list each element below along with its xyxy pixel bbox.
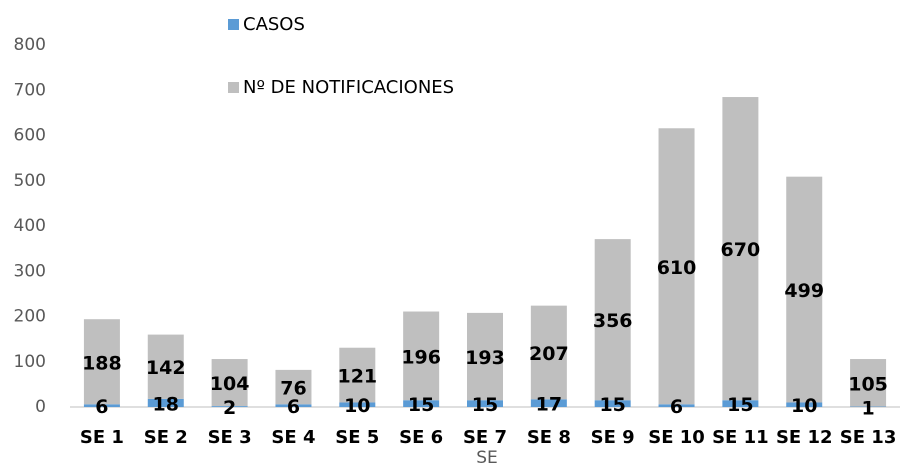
value-label: 207 xyxy=(529,343,569,365)
bar-segment xyxy=(147,398,184,407)
value-label: 104 xyxy=(210,373,250,395)
bar-segment xyxy=(83,319,120,405)
bar-segment xyxy=(594,400,631,407)
bar-segment xyxy=(467,400,503,407)
value-label: 105 xyxy=(848,373,888,395)
bar-segment xyxy=(275,369,312,405)
y-tick-label: 800 xyxy=(14,35,46,55)
x-tick-label: SE 4 xyxy=(271,427,315,448)
bar-segment xyxy=(850,359,887,407)
x-tick-label: SE 10 xyxy=(648,427,705,448)
x-tick-label: SE 12 xyxy=(776,427,833,448)
value-label: 15 xyxy=(727,394,753,416)
value-label: 670 xyxy=(721,239,761,261)
x-tick-label: SE 6 xyxy=(399,427,443,448)
bar-segment xyxy=(530,305,567,400)
value-label: 10 xyxy=(344,395,370,417)
bar-segment xyxy=(211,406,248,407)
x-tick-label: SE 1 xyxy=(80,427,124,448)
value-label: 1 xyxy=(861,397,874,419)
value-label: 499 xyxy=(784,280,824,302)
bar-segment xyxy=(530,399,567,407)
x-tick-label: SE 5 xyxy=(335,427,379,448)
value-label: 10 xyxy=(791,395,817,417)
x-tick-label: SE 7 xyxy=(463,427,507,448)
y-tick-label: 400 xyxy=(14,216,46,236)
bar-segment xyxy=(147,334,184,399)
bar-segment xyxy=(722,400,759,407)
value-label: 76 xyxy=(280,378,306,400)
x-tick-label: SE 8 xyxy=(527,427,571,448)
value-label: 6 xyxy=(95,396,108,418)
bar-segment xyxy=(467,312,503,401)
y-tick-label: 100 xyxy=(14,352,46,372)
value-label: 15 xyxy=(599,394,625,416)
bar-segment xyxy=(339,402,376,407)
bar-segment xyxy=(786,176,823,403)
value-label: 142 xyxy=(146,357,186,379)
bar-segment xyxy=(786,402,823,407)
bar-segment xyxy=(275,404,312,407)
y-tick-label: 600 xyxy=(14,126,46,146)
y-tick-label: 700 xyxy=(14,80,46,100)
legend-label: Nº DE NOTIFICACIONES xyxy=(243,77,454,98)
value-label: 6 xyxy=(670,396,683,418)
bar-segment xyxy=(211,359,248,407)
value-label: 193 xyxy=(465,347,505,369)
y-tick-label: 500 xyxy=(14,171,46,191)
value-label: 121 xyxy=(337,366,377,388)
value-label: 610 xyxy=(657,257,697,279)
y-tick-label: 0 xyxy=(35,397,46,417)
bar-segment xyxy=(403,311,440,401)
value-label: 15 xyxy=(408,394,434,416)
x-tick-label: SE 9 xyxy=(591,427,635,448)
x-tick-label: SE 2 xyxy=(144,427,188,448)
legend-swatch xyxy=(228,19,239,30)
x-tick-label: SE 11 xyxy=(712,427,769,448)
bar-segment xyxy=(594,239,631,401)
value-label: 15 xyxy=(472,394,498,416)
bar-segment xyxy=(658,404,695,407)
x-tick-label: SE 3 xyxy=(208,427,252,448)
value-label: 6 xyxy=(287,396,300,418)
legend-label: CASOS xyxy=(243,14,305,35)
y-tick-label: 300 xyxy=(14,261,46,281)
value-label: 17 xyxy=(536,394,562,416)
y-tick-label: 200 xyxy=(14,307,46,327)
x-axis-label: SE xyxy=(476,448,498,465)
value-label: 2 xyxy=(223,397,236,419)
x-tick-label: SE 13 xyxy=(840,427,897,448)
bar-segment xyxy=(722,97,759,401)
bar-segment xyxy=(658,128,695,405)
value-label: 196 xyxy=(401,346,441,368)
value-label: 18 xyxy=(153,393,179,415)
legend-swatch xyxy=(228,82,239,93)
value-label: 188 xyxy=(82,352,122,374)
bar-segment xyxy=(339,347,376,403)
value-label: 356 xyxy=(593,310,633,332)
bar-segment xyxy=(403,400,440,407)
bar-segment xyxy=(83,404,120,407)
